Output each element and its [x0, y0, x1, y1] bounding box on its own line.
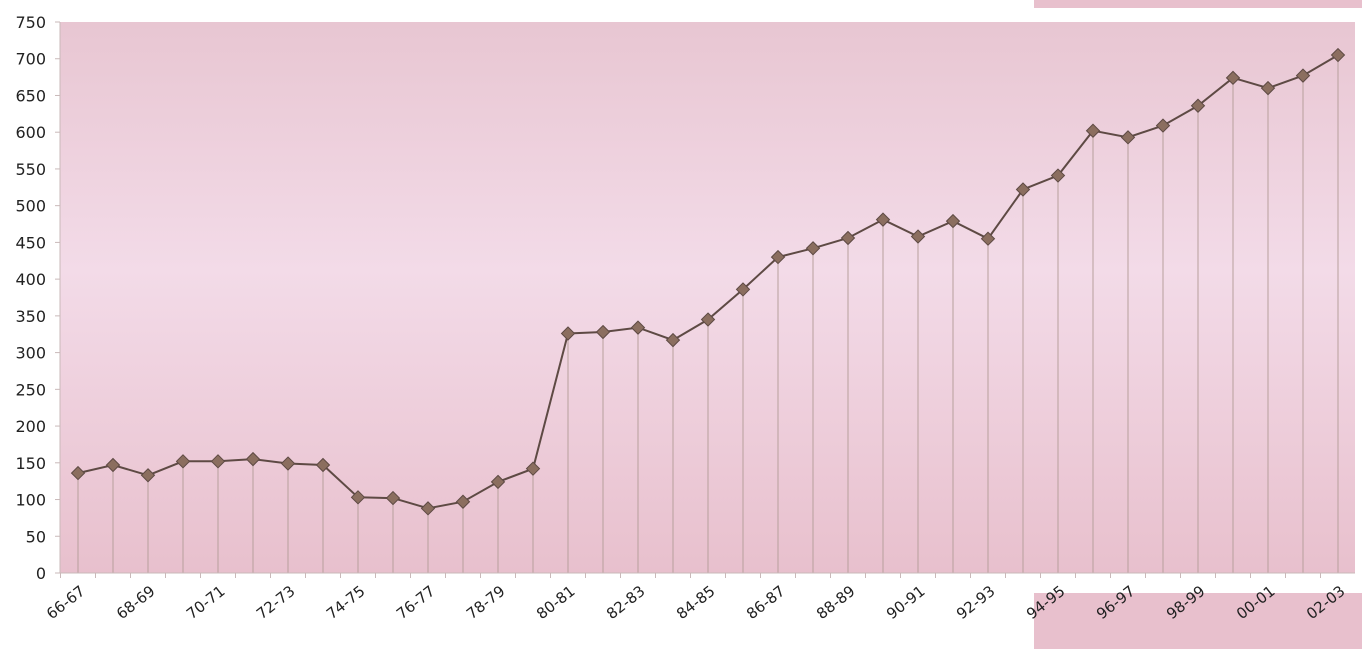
data-point [980, 231, 996, 246]
data-point [1120, 130, 1136, 145]
data-point [665, 332, 681, 348]
data-point [1225, 70, 1241, 86]
y-tick-label: 500 [15, 197, 46, 216]
y-tick-label: 700 [15, 50, 46, 69]
data-point [700, 312, 716, 327]
data-point [105, 457, 121, 473]
data-point [70, 465, 86, 481]
y-tick-label: 200 [15, 417, 46, 436]
data-point [840, 230, 856, 246]
x-tick-label: 92-93 [953, 582, 998, 623]
y-tick-label: 0 [36, 564, 46, 583]
y-tick-label: 100 [15, 491, 46, 510]
data-point [910, 229, 926, 244]
y-tick-label: 750 [15, 13, 46, 32]
data-point [770, 249, 786, 265]
y-tick-label: 300 [15, 344, 46, 363]
x-tick-label: 72-73 [253, 582, 298, 623]
data-markers [70, 47, 1346, 516]
y-tick-label: 150 [15, 454, 46, 473]
data-point [175, 454, 191, 469]
y-tick-label: 250 [15, 380, 46, 399]
data-point [560, 326, 576, 341]
data-point [735, 282, 751, 297]
y-tick-label: 400 [15, 270, 46, 289]
data-point [455, 494, 471, 509]
x-tick-label: 68-69 [113, 582, 158, 623]
data-point [280, 456, 296, 471]
data-point [140, 468, 156, 483]
corner-decoration-top-right [1034, 0, 1362, 8]
data-point [1330, 47, 1346, 63]
data-point [350, 490, 366, 505]
y-tick-label: 600 [15, 123, 46, 142]
x-tick-label: 70-71 [183, 582, 228, 623]
data-point [1295, 68, 1311, 83]
data-point [1015, 182, 1031, 197]
y-tick-label: 650 [15, 86, 46, 105]
x-tick-label: 88-89 [813, 582, 858, 623]
x-tick-label: 74-75 [323, 582, 368, 623]
data-point [420, 501, 436, 516]
y-tick-label: 450 [15, 233, 46, 252]
drop-lines [77, 55, 1339, 573]
data-point [525, 461, 541, 476]
x-tick-label: 82-83 [603, 582, 648, 623]
data-point [1260, 80, 1276, 96]
x-tick-label: 78-79 [463, 582, 508, 623]
y-axis: 0 50 100 150 200 250 300 350 400 450 500 550 600 650 7… [15, 13, 61, 583]
data-point [1085, 123, 1101, 138]
x-tick-label: 86-87 [743, 582, 788, 623]
y-tick-label: 550 [15, 160, 46, 179]
y-tick-label: 350 [15, 307, 46, 326]
data-point [385, 490, 401, 506]
data-point [945, 213, 961, 229]
data-point [805, 241, 821, 256]
data-point [1190, 98, 1206, 113]
x-tick-label: 66-67 [43, 582, 88, 623]
data-point [245, 451, 261, 467]
data-point [1050, 168, 1066, 183]
x-tick-label: 84-85 [673, 582, 718, 623]
x-tick-label: 90-91 [883, 582, 928, 623]
x-tick-label: 76-77 [393, 582, 438, 623]
data-point [630, 320, 646, 335]
data-point [490, 474, 506, 490]
data-point [210, 454, 226, 469]
data-point [315, 457, 331, 473]
data-point [875, 212, 891, 227]
data-point [595, 324, 611, 340]
y-tick-label: 50 [26, 527, 46, 546]
data-point [1155, 118, 1171, 133]
x-tick-label: 80-81 [533, 582, 578, 623]
corner-decoration-bottom-right [1034, 593, 1362, 649]
